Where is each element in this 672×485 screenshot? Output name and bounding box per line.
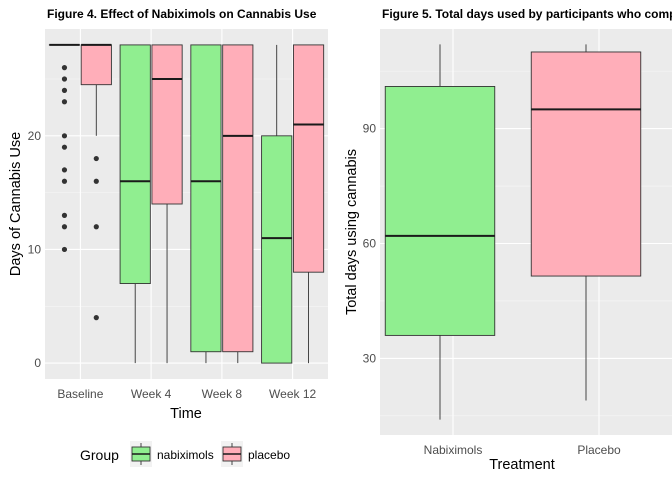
left-y-axis-title: Days of Cannabis Use [8, 132, 24, 276]
right-chart-title: Figure 5. Total days used by participant… [382, 7, 672, 21]
box-nabiximols-box [385, 86, 495, 335]
box-nabiximols-baseline-outlier [62, 179, 67, 184]
box-nabiximols-week-12-box [262, 136, 292, 363]
legend-label-nabiximols: nabiximols [157, 448, 214, 462]
box-nabiximols-week-4-box [120, 45, 150, 284]
box-nabiximols-week-8-box [191, 45, 221, 352]
box-placebo-week-12-box [293, 45, 323, 272]
right-y-tick-30: 30 [363, 351, 377, 365]
left-x-tick-week-4: Week 4 [131, 387, 172, 401]
box-placebo-baseline-outlier [94, 179, 99, 184]
box-nabiximols-baseline-outlier [62, 88, 67, 93]
right-x-axis-title: Treatment [489, 457, 555, 473]
box-nabiximols-baseline-outlier [62, 145, 67, 150]
box-placebo-week-8-box [223, 45, 253, 352]
box-placebo-baseline-box [81, 45, 111, 85]
box-nabiximols-baseline-outlier [62, 76, 67, 81]
box-nabiximols-baseline-outlier [62, 224, 67, 229]
right-y-tick-60: 60 [363, 236, 377, 250]
legend-item-placebo: placebo [221, 441, 290, 467]
left-y-tick-20: 20 [28, 129, 42, 143]
box-placebo-week-4-box [152, 45, 182, 204]
legend-entries: nabiximols placebo [130, 441, 290, 467]
legend-title: Group [80, 447, 119, 463]
left-x-tick-week-8: Week 8 [202, 387, 243, 401]
box-placebo-baseline-outlier [94, 156, 99, 161]
left-y-tick-0: 0 [34, 356, 41, 370]
left-x-tick-baseline: Baseline [57, 387, 103, 401]
right-y-tick-90: 90 [363, 122, 377, 136]
box-nabiximols-week-8 [191, 45, 221, 363]
box-placebo-box [531, 52, 641, 276]
box-nabiximols-baseline-outlier [62, 133, 67, 138]
legend: Group nabiximols placebo [80, 441, 290, 467]
box-nabiximols-baseline-outlier [62, 99, 67, 104]
box-placebo-baseline-outlier [94, 224, 99, 229]
box-placebo-baseline-outlier [94, 315, 99, 320]
left-x-tick-week-12: Week 12 [269, 387, 316, 401]
left-y-tick-10: 10 [28, 242, 42, 256]
box-nabiximols-baseline-outlier [62, 213, 67, 218]
box-placebo-week-8 [223, 45, 253, 363]
box-nabiximols-baseline-outlier [62, 167, 67, 172]
box-nabiximols-baseline-outlier [62, 65, 67, 70]
left-x-axis-title: Time [170, 406, 202, 422]
right-x-tick-nabiximols: Nabiximols [424, 443, 483, 457]
right-y-axis-title: Total days using cannabis [344, 149, 360, 315]
right-x-tick-placebo: Placebo [577, 443, 621, 457]
legend-item-nabiximols: nabiximols [130, 441, 214, 467]
left-chart-title: Figure 4. Effect of Nabiximols on Cannab… [47, 7, 317, 21]
legend-label-placebo: placebo [248, 448, 290, 462]
box-nabiximols-baseline-outlier [62, 247, 67, 252]
